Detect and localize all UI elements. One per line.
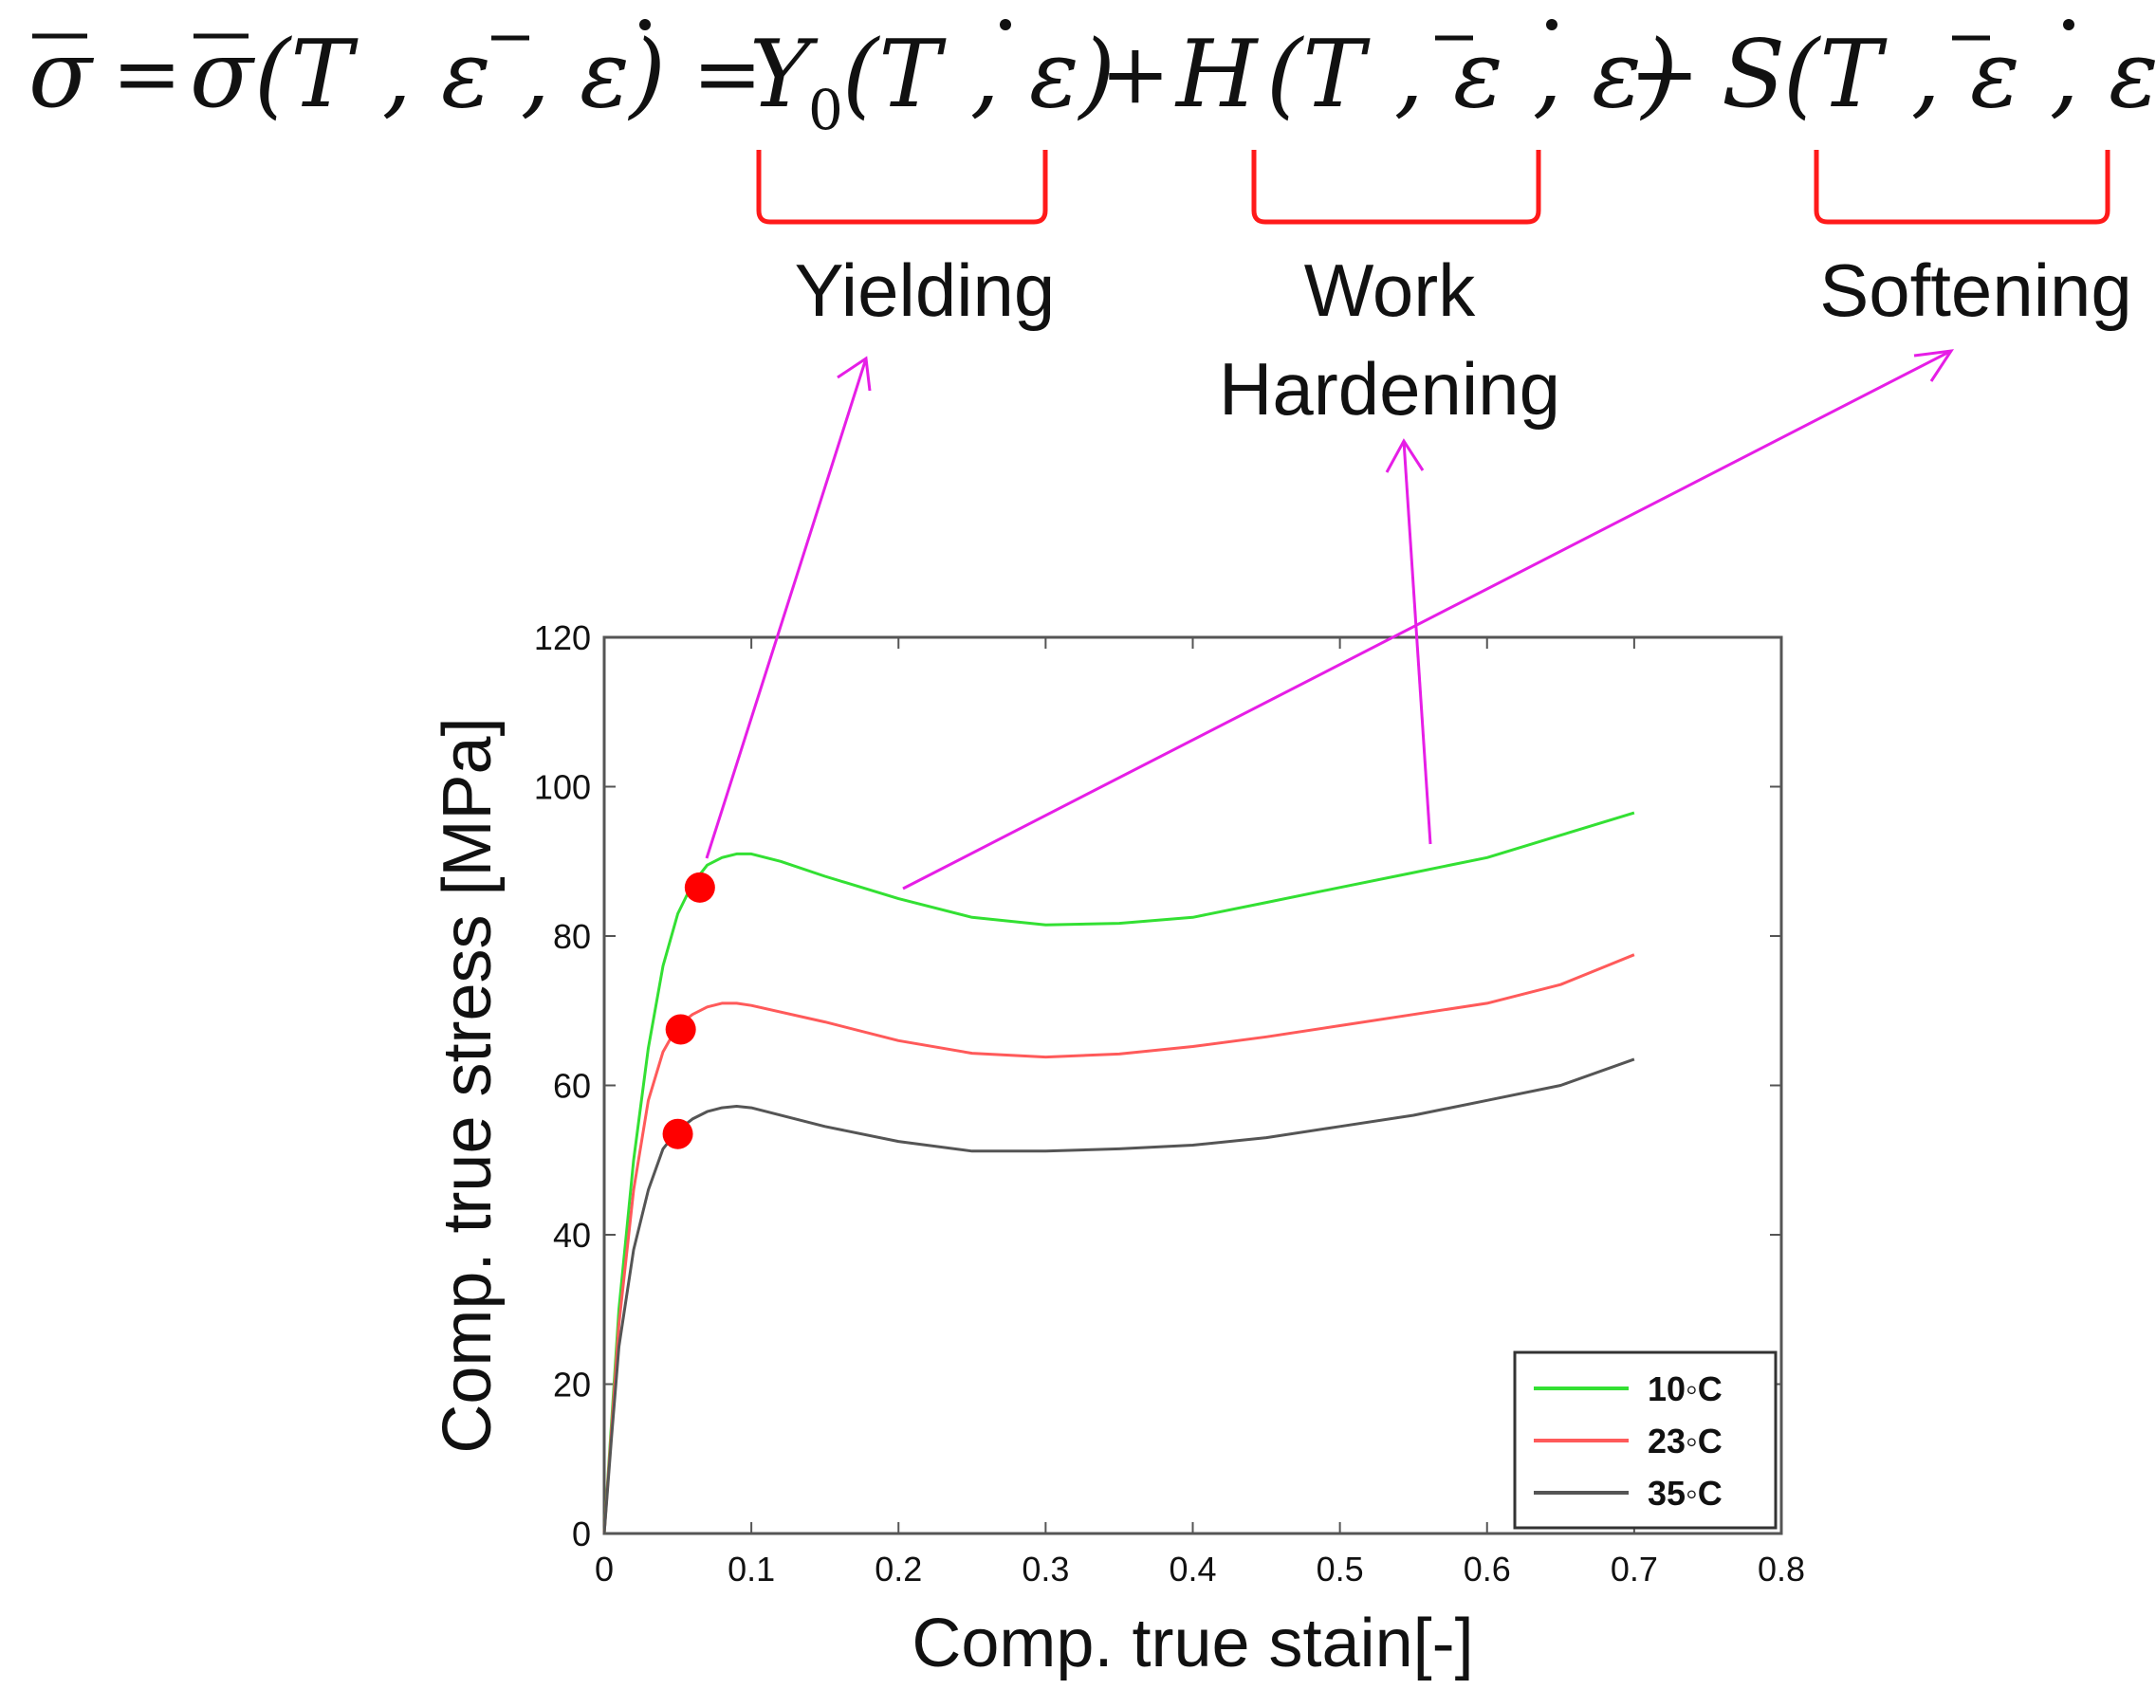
flow-stress-equation: σ = σ (T , ε , ε) = Y 0 (T , ε) + H (T ,… xyxy=(28,19,2156,142)
work-hardening-bracket xyxy=(1251,150,1541,225)
eq-h-args-epsdot xyxy=(1546,19,1557,30)
eq-y-subscript: 0 xyxy=(808,78,843,142)
stress-strain-chart: 0 0.1 0.2 0.3 0.4 0.5 0.6 0.7 0.8 0 20 40 60 80 100 12… xyxy=(430,618,1805,1681)
y-tick-label: 100 xyxy=(534,768,591,807)
series-line xyxy=(602,811,1635,1534)
eq-h-symbol: H xyxy=(1174,21,1260,129)
x-tick-label: 0.3 xyxy=(1022,1550,1069,1589)
eq-sigma-function: σ xyxy=(190,21,256,129)
eq-args-1: (T , ε , ε) xyxy=(254,21,666,129)
legend-label: 23◦C xyxy=(1648,1422,1723,1460)
yield-point-markers xyxy=(662,872,715,1149)
eq-plus: + xyxy=(1100,25,1170,122)
x-tick-label: 0.1 xyxy=(728,1550,775,1589)
softening-arrow xyxy=(902,349,1952,891)
y-axis-ticks: 0 20 40 60 80 100 120 xyxy=(534,618,1781,1553)
eq-equals-1: = xyxy=(112,25,182,122)
work-hardening-arrow xyxy=(1402,440,1432,845)
yield-point-marker xyxy=(662,1118,693,1149)
yielding-label: Yielding xyxy=(795,248,1056,332)
annotation-arrows xyxy=(705,349,1955,891)
y-tick-label: 60 xyxy=(553,1067,591,1106)
eq-y-symbol: Y xyxy=(749,21,819,129)
yield-point-marker xyxy=(684,872,715,903)
y-tick-label: 20 xyxy=(553,1366,591,1405)
work-hardening-label-line1: Work xyxy=(1304,248,1477,332)
eq-lhs-sigma: σ xyxy=(28,21,95,129)
x-tick-label: 0.7 xyxy=(1611,1550,1658,1589)
yielding-arrowhead xyxy=(837,356,872,392)
eq-s-args-epsdot xyxy=(2063,19,2074,30)
softening-label: Softening xyxy=(1819,248,2132,332)
work-hardening-arrowhead xyxy=(1385,438,1425,473)
series-line xyxy=(602,953,1635,1534)
eq-equals-2: = xyxy=(692,25,763,122)
y-axis-title: Comp. true stress [MPa] xyxy=(430,717,506,1453)
y-tick-label: 120 xyxy=(534,618,591,657)
y-tick-label: 80 xyxy=(553,917,591,956)
x-tick-label: 0.6 xyxy=(1464,1550,1511,1589)
x-tick-label: 0.2 xyxy=(875,1550,922,1589)
yielding-arrow xyxy=(705,358,868,859)
yielding-bracket xyxy=(756,150,1048,225)
legend-label: 35◦C xyxy=(1648,1474,1723,1513)
x-axis-ticks: 0 0.1 0.2 0.3 0.4 0.5 0.6 0.7 0.8 xyxy=(595,637,1805,1589)
legend: 10◦C 23◦C 35◦C xyxy=(1513,1350,1778,1530)
x-tick-label: 0.4 xyxy=(1169,1550,1216,1589)
yield-point-marker xyxy=(665,1014,696,1045)
eq-y-args: (T , ε) xyxy=(842,21,1115,129)
series-line xyxy=(602,1057,1635,1534)
eq-minus: − xyxy=(1630,25,1700,122)
x-tick-label: 0 xyxy=(595,1550,614,1589)
softening-bracket xyxy=(1814,150,2110,225)
eq-args-1-epsdot xyxy=(639,19,651,30)
data-series xyxy=(602,811,1635,1534)
y-tick-label: 0 xyxy=(572,1515,591,1553)
term-brackets xyxy=(756,150,2110,225)
eq-s-symbol: S xyxy=(1722,21,1785,129)
legend-label: 10◦C xyxy=(1648,1369,1723,1408)
x-axis-title: Comp. true stain[-] xyxy=(912,1606,1473,1681)
softening-arrowhead xyxy=(1913,349,1955,382)
x-tick-label: 0.5 xyxy=(1317,1550,1364,1589)
work-hardening-label-line2: Hardening xyxy=(1219,347,1560,431)
y-tick-label: 40 xyxy=(553,1216,591,1255)
x-tick-label: 0.8 xyxy=(1758,1550,1805,1589)
eq-y-args-epsdot xyxy=(1000,19,1011,30)
